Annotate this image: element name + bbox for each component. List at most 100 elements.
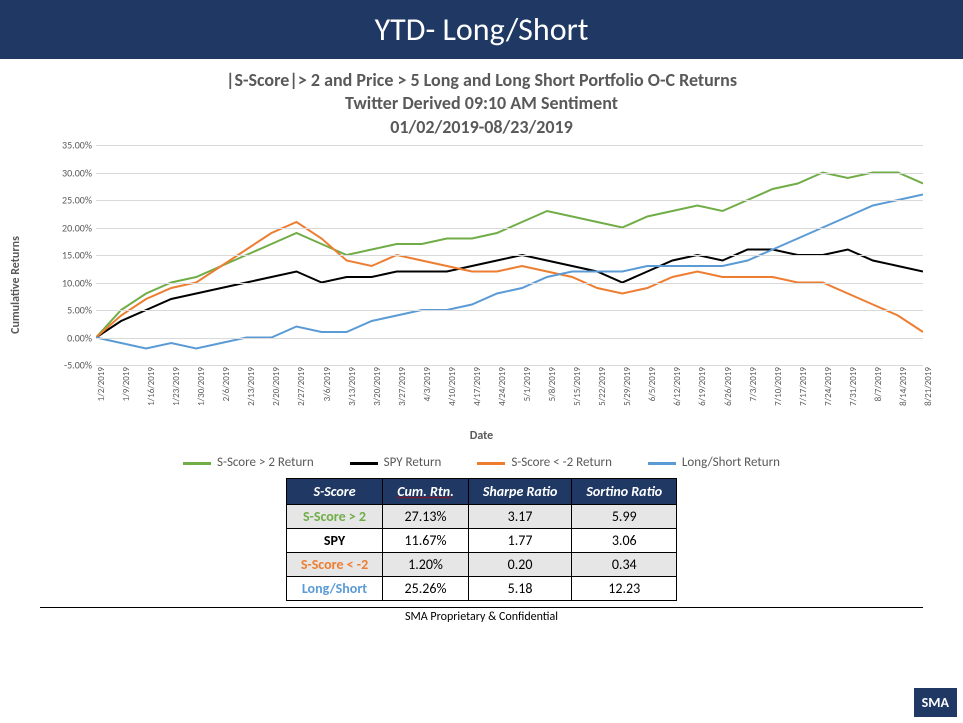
chart-title: |S-Score|> 2 and Price > 5 Long and Long… (40, 69, 923, 139)
x-tick: 6/19/2019 (697, 367, 708, 406)
grid-line (96, 310, 923, 311)
row-label: S-Score > 2 (286, 505, 382, 529)
row-sharpe: 5.18 (468, 577, 572, 601)
y-tick: 20.00% (62, 221, 92, 234)
x-tick: 7/31/2019 (848, 367, 859, 406)
x-tick: 2/20/2019 (271, 367, 282, 406)
plot (96, 145, 923, 365)
legend-swatch (477, 462, 505, 465)
x-tick: 1/2/2019 (96, 367, 107, 401)
row-sortino: 3.06 (572, 529, 677, 553)
x-tick: 7/17/2019 (798, 367, 809, 406)
x-tick: 4/24/2019 (497, 367, 508, 406)
table-row: Long/Short25.26%5.1812.23 (286, 577, 676, 601)
row-sharpe: 0.20 (468, 553, 572, 577)
x-tick: 8/7/2019 (873, 367, 884, 401)
row-sortino: 12.23 (572, 577, 677, 601)
chart-title-line3: 01/02/2019-08/23/2019 (40, 116, 923, 139)
y-axis-label: Cumulative Returns (9, 236, 23, 334)
x-tick: 2/27/2019 (296, 367, 307, 406)
legend-label: S-Score < -2 Return (511, 455, 612, 470)
table-header: Cum. Rtn. (383, 479, 469, 505)
y-tick: 10.00% (62, 276, 92, 289)
y-tick: 35.00% (62, 139, 92, 152)
x-tick: 6/12/2019 (672, 367, 683, 406)
x-tick: 8/21/2019 (923, 367, 934, 406)
x-tick: 5/29/2019 (622, 367, 633, 406)
table-row: S-Score < -21.20%0.200.34 (286, 553, 676, 577)
x-tick: 5/22/2019 (597, 367, 608, 406)
row-cum: 1.20% (383, 553, 469, 577)
grid-line (96, 173, 923, 174)
logo-text: SMA (922, 694, 949, 711)
x-tick: 7/3/2019 (748, 367, 759, 401)
grid-line (96, 200, 923, 201)
x-tick: 3/6/2019 (322, 367, 333, 401)
x-tick: 5/8/2019 (547, 367, 558, 401)
x-tick: 2/13/2019 (246, 367, 257, 406)
y-tick: -5.00% (64, 359, 92, 372)
y-tick: 5.00% (67, 304, 92, 317)
chart-wrap: Cumulative Returns -5.00%0.00%5.00%10.00… (40, 145, 923, 425)
table-row: SPY11.67%1.773.06 (286, 529, 676, 553)
x-tick: 1/23/2019 (171, 367, 182, 406)
x-tick: 8/14/2019 (898, 367, 909, 406)
series-line (96, 250, 923, 338)
x-tick: 3/20/2019 (372, 367, 383, 406)
x-tick: 6/5/2019 (647, 367, 658, 401)
grid-line (96, 255, 923, 256)
x-tick: 5/1/2019 (522, 367, 533, 401)
x-tick: 6/26/2019 (723, 367, 734, 406)
y-tick: 0.00% (67, 331, 92, 344)
chart-title-line2: Twitter Derived 09:10 AM Sentiment (40, 92, 923, 115)
legend-item: SPY Return (350, 455, 442, 470)
legend-item: S-Score > 2 Return (183, 455, 314, 470)
table-header: Sharpe Ratio (468, 479, 572, 505)
table-header: S-Score (286, 479, 382, 505)
row-sharpe: 1.77 (468, 529, 572, 553)
row-sharpe: 3.17 (468, 505, 572, 529)
x-tick: 7/10/2019 (773, 367, 784, 406)
chart-area: |S-Score|> 2 and Price > 5 Long and Long… (0, 59, 963, 624)
header-title: YTD- Long/Short (375, 10, 589, 49)
row-label: S-Score < -2 (286, 553, 382, 577)
x-tick: 3/27/2019 (397, 367, 408, 406)
grid-line (96, 283, 923, 284)
y-ticks: -5.00%0.00%5.00%10.00%15.00%20.00%25.00%… (40, 145, 96, 365)
chart-title-line1: |S-Score|> 2 and Price > 5 Long and Long… (40, 69, 923, 92)
row-sortino: 5.99 (572, 505, 677, 529)
y-tick: 30.00% (62, 166, 92, 179)
y-tick: 15.00% (62, 249, 92, 262)
legend-label: S-Score > 2 Return (217, 455, 314, 470)
grid-line (96, 228, 923, 229)
grid-line (96, 145, 923, 146)
row-cum: 27.13% (383, 505, 469, 529)
footer: SMA Proprietary & Confidential (40, 607, 923, 624)
row-cum: 11.67% (383, 529, 469, 553)
legend-label: SPY Return (384, 455, 442, 470)
legend-label: Long/Short Return (682, 455, 780, 470)
x-tick: 5/15/2019 (572, 367, 583, 406)
x-tick: 1/30/2019 (196, 367, 207, 406)
x-tick: 4/10/2019 (447, 367, 458, 406)
legend-item: Long/Short Return (648, 455, 780, 470)
table-row: S-Score > 227.13%3.175.99 (286, 505, 676, 529)
table-header: Sortino Ratio (572, 479, 677, 505)
x-tick: 4/3/2019 (422, 367, 433, 401)
x-tick: 4/17/2019 (472, 367, 483, 406)
x-tick: 1/16/2019 (146, 367, 157, 406)
series-line (96, 222, 923, 338)
table-header-row: S-ScoreCum. Rtn.Sharpe RatioSortino Rati… (286, 479, 676, 505)
x-ticks: 1/2/20191/9/20191/16/20191/23/20191/30/2… (96, 365, 923, 425)
legend-item: S-Score < -2 Return (477, 455, 612, 470)
x-axis-label: Date (40, 429, 923, 443)
legend-swatch (183, 462, 211, 465)
legend-swatch (648, 462, 676, 465)
grid-line (96, 338, 923, 339)
sma-logo: SMA (914, 688, 957, 717)
row-label: SPY (286, 529, 382, 553)
table-body: S-Score > 227.13%3.175.99SPY11.67%1.773.… (286, 505, 676, 601)
x-tick: 2/6/2019 (221, 367, 232, 401)
series-line (96, 195, 923, 349)
y-tick: 25.00% (62, 194, 92, 207)
